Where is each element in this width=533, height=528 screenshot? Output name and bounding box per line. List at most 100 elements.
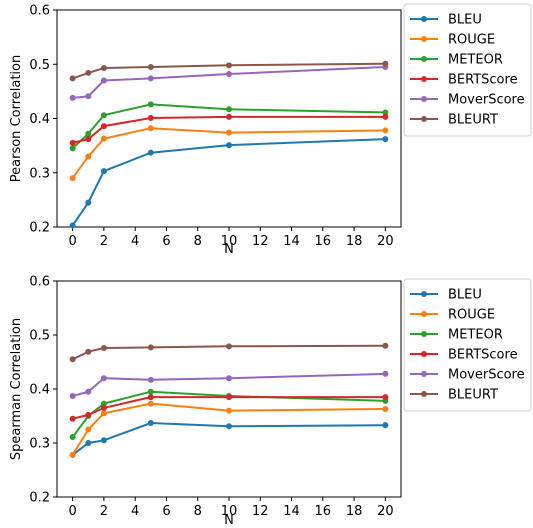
spearman-series-moverscore-point	[100, 375, 107, 382]
pearson-series-bleurt-point	[85, 69, 92, 76]
pearson-series-moverscore-point	[69, 94, 76, 101]
pearson-series-meteor-line	[71, 103, 386, 150]
pearson-series-moverscore-point	[85, 93, 92, 100]
pearson-x-tick-label: 18	[346, 234, 363, 249]
spearman-series-bleu-point	[147, 420, 154, 427]
pearson-legend-frame	[403, 3, 532, 137]
pearson-y-tick-label: 0.5	[29, 58, 50, 73]
pearson-series-meteor-point	[85, 130, 92, 137]
pearson-y-tick-label: 0.2	[29, 221, 50, 236]
spearman-series-bleurt-point	[147, 344, 154, 351]
legend-label-bleurt: BLEURT	[448, 113, 498, 128]
spearman-series-rouge-point	[100, 410, 107, 417]
pearson-x-tick-label: 16	[315, 234, 332, 249]
spearman-series-bleu-line	[71, 421, 386, 456]
pearson-series-rouge-point	[147, 125, 154, 132]
spearman-chart: 0.2 0.3 0.4 0.5 0.6 0 2 4 6 8 10 12 14 16 18 20 N Spearma…	[9, 275, 532, 528]
spearman-series-moverscore-point	[226, 375, 232, 382]
pearson-x-axis-label: N	[224, 242, 234, 257]
pearson-y-tick-label: 0.3	[29, 166, 50, 181]
legend-marker-rouge	[421, 36, 427, 42]
spearman-series-bleurt-point	[100, 344, 107, 351]
legend-marker-bertscore	[421, 76, 427, 82]
spearman-series-bleu-point	[226, 423, 232, 430]
pearson-series-bleurt-point	[100, 65, 107, 72]
legend-marker-rouge	[421, 311, 427, 317]
pearson-series-meteor-point	[147, 101, 154, 108]
pearson-x-tick-label: 2	[100, 234, 108, 249]
pearson-legend: BLEU ROUGE METEOR BERTScore MoverScore BLEURT	[403, 3, 532, 137]
pearson-series-bertscore-point	[69, 139, 76, 146]
spearman-y-tick-label: 0.4	[29, 383, 50, 398]
legend-label-meteor: METEOR	[448, 53, 503, 68]
pearson-series-bertscore-point	[100, 123, 107, 130]
spearman-series-bleu-point	[100, 437, 107, 444]
legend-label-bleurt: BLEURT	[448, 388, 498, 403]
legend-label-rouge: ROUGE	[448, 33, 495, 48]
legend-label-bertscore: BERTScore	[448, 73, 518, 88]
legend-marker-moverscore	[421, 371, 427, 377]
legend-marker-bleurt	[421, 391, 427, 397]
spearman-series-moverscore-point	[69, 393, 76, 400]
pearson-series-meteor-point	[69, 145, 76, 152]
spearman-series-bertscore-point	[382, 394, 389, 401]
pearson-series-bleurt-point	[382, 60, 389, 67]
legend-marker-bertscore	[421, 351, 427, 357]
pearson-y-axis-label: Pearson Correlation	[9, 55, 24, 182]
pearson-series-bleu-line	[71, 138, 386, 226]
spearman-x-tick-label: 18	[346, 504, 363, 519]
spearman-series-bleurt-point	[85, 348, 92, 355]
pearson-x-tick-label: 10	[221, 234, 238, 249]
pearson-series-bleu-point	[147, 149, 154, 156]
pearson-y-tick-label: 0.6	[29, 4, 50, 19]
spearman-y-tick-label: 0.3	[29, 437, 50, 452]
pearson-series-bertscore-point	[147, 114, 154, 121]
spearman-series-bertscore-point	[226, 394, 232, 401]
pearson-x-tick-label: 12	[252, 234, 269, 249]
spearman-series-moverscore-point	[382, 370, 389, 377]
spearman-x-tick-label: 8	[194, 504, 202, 519]
legend-marker-moverscore	[421, 96, 427, 102]
spearman-series-rouge-point	[226, 407, 232, 414]
pearson-series-bertscore-point	[226, 113, 232, 120]
pearson-series-bleu-point	[100, 168, 107, 175]
spearman-x-tick-label: 4	[131, 504, 139, 519]
legend-marker-meteor	[421, 56, 427, 62]
pearson-x-tick-label: 0	[68, 234, 76, 249]
spearman-x-tick-label: 0	[68, 504, 76, 519]
legend-marker-bleu	[421, 291, 427, 297]
spearman-x-tick-label: 6	[162, 504, 170, 519]
spearman-x-axis-label: N	[224, 513, 234, 528]
spearman-series-meteor-point	[147, 388, 154, 395]
spearman-x-tick-label: 10	[221, 504, 238, 519]
spearman-series-bleurt-point	[69, 356, 76, 363]
legend-marker-bleu	[421, 16, 427, 22]
pearson-series-rouge-point	[382, 127, 389, 134]
pearson-series-bertscore-point	[382, 113, 389, 120]
legend-label-meteor: METEOR	[448, 328, 503, 343]
pearson-series-rouge-point	[226, 129, 232, 136]
pearson-series-bleurt-point	[69, 75, 76, 82]
pearson-series-bleu-point	[382, 136, 389, 143]
legend-label-moverscore: MoverScore	[448, 368, 525, 383]
pearson-x-tick-label: 6	[162, 234, 170, 249]
spearman-x-tick-label: 20	[377, 504, 394, 519]
pearson-y-tick-label: 0.4	[29, 112, 50, 127]
spearman-y-tick-label: 0.5	[29, 329, 50, 344]
pearson-x-tick-label: 20	[377, 234, 394, 249]
pearson-series-rouge-point	[100, 135, 107, 142]
pearson-x-tick-label: 8	[194, 234, 202, 249]
spearman-series-rouge-point	[147, 400, 154, 407]
pearson-series-bleurt-point	[226, 62, 232, 69]
pearson-series-moverscore-point	[100, 77, 107, 84]
pearson-chart: 0.2 0.3 0.4 0.5 0.6 0 2 4 6 8 10 12 14 16 18 20 N Pearson…	[9, 3, 532, 257]
spearman-y-tick-label: 0.6	[29, 275, 50, 290]
legend-label-bleu: BLEU	[448, 288, 482, 303]
legend-label-moverscore: MoverScore	[448, 93, 525, 108]
pearson-series-rouge-point	[69, 175, 76, 182]
legend-label-rouge: ROUGE	[448, 308, 495, 323]
spearman-series-meteor-point	[69, 434, 76, 441]
spearman-legend-frame	[403, 278, 532, 412]
pearson-series-meteor-point	[100, 112, 107, 119]
